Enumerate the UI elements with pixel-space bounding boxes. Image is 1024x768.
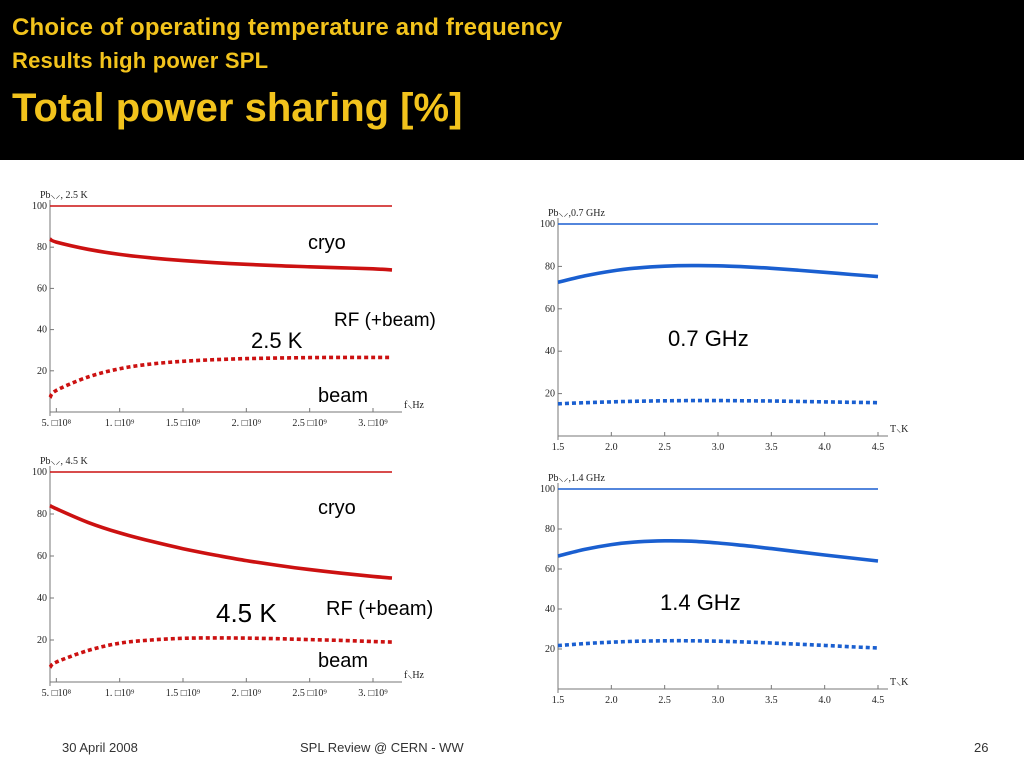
y-tick-label: 40 [37, 325, 47, 336]
label-cryo-tl: cryo [308, 232, 346, 254]
x-tick-label: 2.5 [658, 695, 671, 706]
x-tick-label: 1. □10⁹ [105, 688, 135, 699]
x-tick-label: 3. □10⁹ [358, 418, 388, 429]
x-tick-label: 1.5 □10⁹ [166, 688, 201, 699]
label-rf-bl: RF (+beam) [326, 598, 434, 620]
series-beam-line [557, 398, 879, 406]
label-beam-bl: beam [318, 650, 369, 672]
chart-title: Pb⸜⸝, 4.5 K [40, 456, 89, 467]
y-tick-label: 80 [37, 509, 47, 520]
title-line-2: Results high power SPL [12, 48, 269, 73]
x-tick-label: 3.5 [765, 442, 778, 453]
x-tick-label: 3.0 [712, 442, 725, 453]
x-tick-label: 2.0 [605, 442, 618, 453]
x-tick-label: 3. □10⁹ [358, 688, 388, 699]
y-tick-label: 20 [37, 635, 47, 646]
x-tick-label: 2.0 [605, 695, 618, 706]
y-tick-label: 80 [545, 524, 555, 535]
series-rf-line [49, 237, 393, 272]
y-tick-label: 100 [32, 467, 47, 478]
x-axis-label: T⸜K [890, 424, 909, 435]
x-tick-label: 2.5 [658, 442, 671, 453]
series-beam-line [557, 638, 879, 650]
footer-date: 30 April 2008 [62, 740, 138, 755]
y-tick-label: 60 [37, 551, 47, 562]
x-tick-label: 1.5 □10⁹ [166, 418, 201, 429]
x-axis-label: T⸜K [890, 677, 909, 688]
y-tick-label: 20 [545, 644, 555, 655]
y-tick-label: 40 [545, 604, 555, 615]
x-tick-label: 2.5 □10⁹ [292, 418, 327, 429]
title-line-1: Choice of operating temperature and freq… [12, 14, 563, 41]
x-tick-label: 2. □10⁹ [232, 688, 262, 699]
chart-power-vs-temperature-1-4GHz: 20 40 60 80 100 1.5 2.0 2.5 3.0 3.5 4.0 4.5 Pb⸜⸝,1.4… [540, 473, 909, 706]
y-tick-label: 100 [540, 484, 555, 495]
series-rf-line [557, 538, 879, 563]
series-beam-line [48, 636, 393, 669]
series-beam-line [48, 355, 392, 399]
x-axis-label: f⸜Hz [404, 670, 425, 681]
label-beam-tl: beam [318, 385, 369, 407]
y-tick-label: 60 [545, 564, 555, 575]
footer-center: SPL Review @ CERN - WW [300, 740, 464, 755]
chart-title: Pb⸜⸝, 2.5 K [40, 190, 89, 201]
y-tick-label: 60 [37, 283, 47, 294]
chart-title: Pb⸜⸝,0.7 GHz [548, 208, 606, 219]
label-rf-tl: RF (+beam) [334, 310, 436, 331]
chart-title: Pb⸜⸝,1.4 GHz [548, 473, 606, 484]
series-rf-line [557, 263, 879, 285]
x-tick-label: 3.0 [712, 695, 725, 706]
label-freq-1-4GHz: 1.4 GHz [660, 590, 741, 615]
x-tick-label: 1. □10⁹ [105, 418, 135, 429]
x-tick-label: 4.0 [818, 695, 831, 706]
x-tick-label: 1.5 [552, 442, 565, 453]
series-rf-line [49, 503, 393, 580]
label-temp-2-5K: 2.5 K [251, 328, 303, 353]
x-tick-label: 3.5 [765, 695, 778, 706]
x-tick-label: 4.5 [872, 442, 885, 453]
chart-power-vs-temperature-0-7GHz: 20 40 60 80 100 1.5 2.0 2.5 3.0 3.5 4.0 4.5 Pb⸜⸝,0.7… [540, 208, 909, 453]
slide-title: Total power sharing [%] [12, 86, 463, 130]
x-tick-label: 5. □10⁸ [42, 418, 72, 429]
y-tick-label: 100 [32, 201, 47, 212]
x-tick-label: 4.5 [872, 695, 885, 706]
label-temp-4-5K: 4.5 K [216, 598, 277, 628]
y-tick-label: 80 [545, 261, 555, 272]
chart-power-vs-frequency-4-5K: 20 40 60 80 100 5. □10⁸ 1. □10⁹ 1.5 □10⁹ 2. □10⁹… [32, 456, 425, 699]
y-tick-label: 40 [37, 593, 47, 604]
x-tick-label: 2. □10⁹ [232, 418, 262, 429]
y-tick-label: 40 [545, 346, 555, 357]
x-tick-label: 5. □10⁸ [42, 688, 72, 699]
x-tick-label: 2.5 □10⁹ [292, 688, 327, 699]
x-tick-label: 1.5 [552, 695, 565, 706]
y-tick-label: 20 [37, 366, 47, 377]
y-tick-label: 100 [540, 219, 555, 230]
x-axis-label: f⸜Hz [404, 400, 425, 411]
footer-page-number: 26 [974, 740, 989, 755]
y-tick-label: 20 [545, 389, 555, 400]
x-tick-label: 4.0 [818, 442, 831, 453]
chart-power-vs-frequency-2-5K: 20 40 60 80 100 5. □10⁸ 1. □10⁹ 1.5 □10⁹ 2. □10⁹… [32, 190, 425, 429]
slide-header: Choice of operating temperature and freq… [0, 0, 1024, 160]
y-tick-label: 60 [545, 304, 555, 315]
label-cryo-bl: cryo [318, 497, 356, 519]
y-tick-label: 80 [37, 242, 47, 253]
label-freq-0-7GHz: 0.7 GHz [668, 326, 749, 351]
